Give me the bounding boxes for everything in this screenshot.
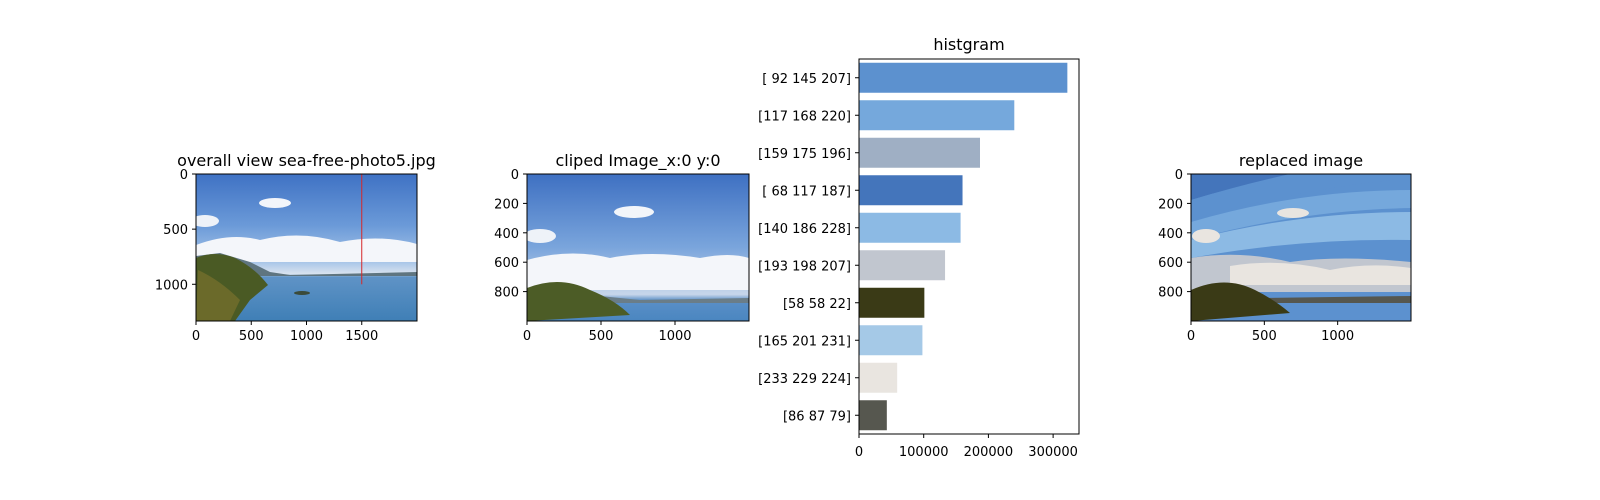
overall-axes: 0 500 1000 1500 0 500 1000	[155, 168, 378, 344]
histogram-bar	[859, 287, 925, 318]
histogram-category-label: [140 186 228]	[758, 222, 851, 237]
clipped-y-tick-label: 600	[494, 256, 519, 271]
clipped-x-tick-label: 0	[523, 329, 531, 344]
histogram-bar	[859, 137, 980, 168]
overall-y-tick-label: 1000	[155, 278, 188, 293]
replaced-frame	[1190, 173, 1412, 322]
replaced-x-tick-label: 500	[1252, 329, 1277, 344]
panel-overall-title: overall view sea-free-photo5.jpg	[177, 151, 436, 170]
clipped-frame	[526, 173, 750, 322]
replaced-axes: 0 500 1000 0 200 400 600 800	[1158, 168, 1354, 344]
replaced-y-tick-label: 0	[1175, 168, 1183, 183]
histogram-axes: [ 92 145 207] [117 168 220] [159 175 196] […	[758, 72, 1078, 460]
histogram-category-label: [117 168 220]	[758, 109, 851, 124]
panel-replaced-title: replaced image	[1239, 151, 1363, 170]
replaced-photo	[1191, 174, 1411, 321]
panel-clipped-image: cliped Image_x:0 y:0 0 500 1000 0 200 400 600 8…	[494, 151, 750, 344]
clipped-axes: 0 500 1000 0 200 400 600 800	[494, 168, 691, 344]
histogram-x-tick-label: 0	[855, 445, 863, 460]
overall-y-tick-label: 0	[180, 168, 188, 183]
replaced-y-tick-label: 800	[1158, 286, 1183, 301]
histogram-bar	[859, 325, 923, 356]
clipped-photo	[527, 174, 749, 321]
histogram-bar	[859, 250, 946, 281]
replaced-x-tick-label: 0	[1187, 329, 1195, 344]
clipped-x-tick-label: 1000	[658, 329, 691, 344]
histogram-category-label: [165 201 231]	[758, 334, 851, 349]
histogram-bar	[859, 175, 963, 206]
histogram-frame	[858, 58, 1080, 435]
histogram-x-tick-label: 100000	[899, 445, 949, 460]
replaced-x-tick-label: 1000	[1321, 329, 1354, 344]
replaced-y-tick-label: 600	[1158, 256, 1183, 271]
replaced-y-tick-label: 200	[1158, 197, 1183, 212]
histogram-category-label: [58 58 22]	[783, 297, 851, 312]
histogram-bar	[859, 362, 898, 393]
histogram-x-tick-label: 300000	[1028, 445, 1078, 460]
clipped-y-tick-label: 0	[511, 168, 519, 183]
overall-x-tick-label: 1500	[345, 329, 378, 344]
clipped-y-tick-label: 200	[494, 197, 519, 212]
histogram-category-label: [ 92 145 207]	[762, 72, 851, 87]
panel-overall-view: overall view sea-free-photo5.jpg 0 500 100…	[155, 151, 436, 344]
histogram-category-label: [86 87 79]	[783, 409, 851, 424]
clipped-x-tick-label: 500	[589, 329, 614, 344]
overall-photo	[196, 174, 417, 321]
overall-x-tick-label: 500	[239, 329, 264, 344]
histogram-bar	[859, 100, 1015, 131]
histogram-category-label: [159 175 196]	[758, 147, 851, 162]
overall-x-tick-label: 1000	[290, 329, 323, 344]
clipped-y-tick-label: 800	[494, 286, 519, 301]
panel-clipped-title: cliped Image_x:0 y:0	[555, 151, 720, 171]
histogram-bar	[859, 212, 961, 243]
overall-x-tick-label: 0	[192, 329, 200, 344]
histogram-bars	[859, 62, 1068, 431]
histogram-x-tick-label: 200000	[964, 445, 1014, 460]
replaced-y-tick-label: 400	[1158, 227, 1183, 242]
histogram-title: histgram	[933, 35, 1004, 54]
clipped-y-tick-label: 400	[494, 227, 519, 242]
panel-replaced-image: replaced image 0 500 1000 0 200 400 600 800	[1158, 151, 1412, 344]
histogram-bar	[859, 62, 1068, 93]
histogram-bar	[859, 400, 887, 431]
histogram-category-label: [233 229 224]	[758, 372, 851, 387]
overall-y-tick-label: 500	[163, 223, 188, 238]
histogram-category-label: [193 198 207]	[758, 259, 851, 274]
histogram-category-label: [ 68 117 187]	[762, 184, 851, 199]
panel-histogram: histgram [ 92 145 207] [117 168 220] [159 …	[758, 35, 1080, 460]
